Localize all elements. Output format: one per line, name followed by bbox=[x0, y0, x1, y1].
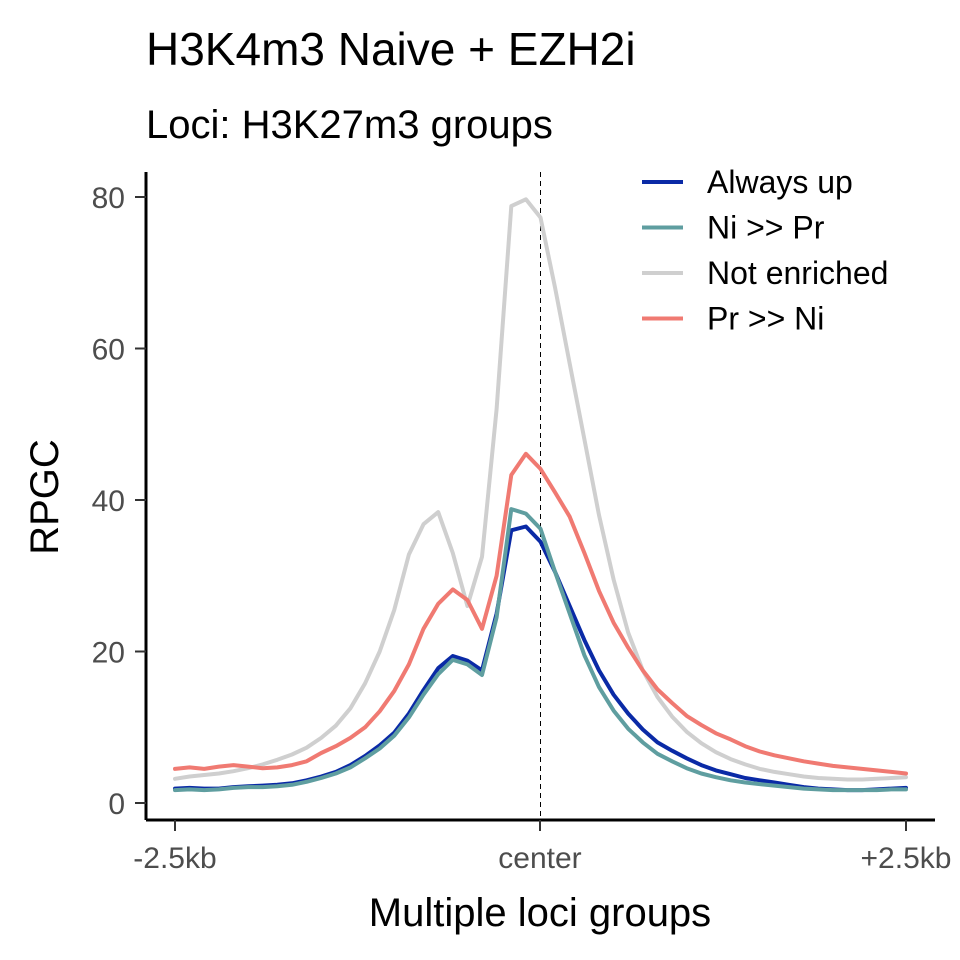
chart-subtitle: Loci: H3K27m3 groups bbox=[146, 103, 553, 147]
plot-area bbox=[173, 172, 908, 820]
series-line-not-enriched bbox=[173, 197, 908, 782]
legend-label: Always up bbox=[707, 164, 853, 200]
x-tick-label: +2.5kb bbox=[861, 842, 952, 875]
y-tick-label: 80 bbox=[92, 182, 125, 215]
y-tick-label: 60 bbox=[92, 334, 125, 367]
chart-title: H3K4m3 Naive + EZH2i bbox=[146, 23, 636, 75]
legend-label: Pr >> Ni bbox=[707, 301, 824, 337]
legend-label: Not enriched bbox=[707, 255, 888, 291]
y-tick-label: 40 bbox=[92, 485, 125, 518]
y-axis-label: RPGC bbox=[23, 439, 67, 555]
y-tick-label: 20 bbox=[92, 637, 125, 670]
x-axis-ticks: -2.5kb center +2.5kb bbox=[133, 820, 951, 875]
series-line-ni-pr bbox=[173, 507, 908, 793]
y-tick-label: 0 bbox=[108, 788, 125, 821]
legend: Always up Ni >> Pr Not enriched Pr >> Ni bbox=[642, 164, 888, 337]
x-tick-label: center bbox=[498, 842, 581, 875]
y-axis-ticks: 0 20 40 60 80 bbox=[92, 182, 146, 821]
x-axis-label: Multiple loci groups bbox=[369, 891, 711, 935]
legend-label: Ni >> Pr bbox=[707, 210, 825, 246]
x-tick-label: -2.5kb bbox=[133, 842, 216, 875]
series-line-pr-ni bbox=[173, 451, 908, 776]
